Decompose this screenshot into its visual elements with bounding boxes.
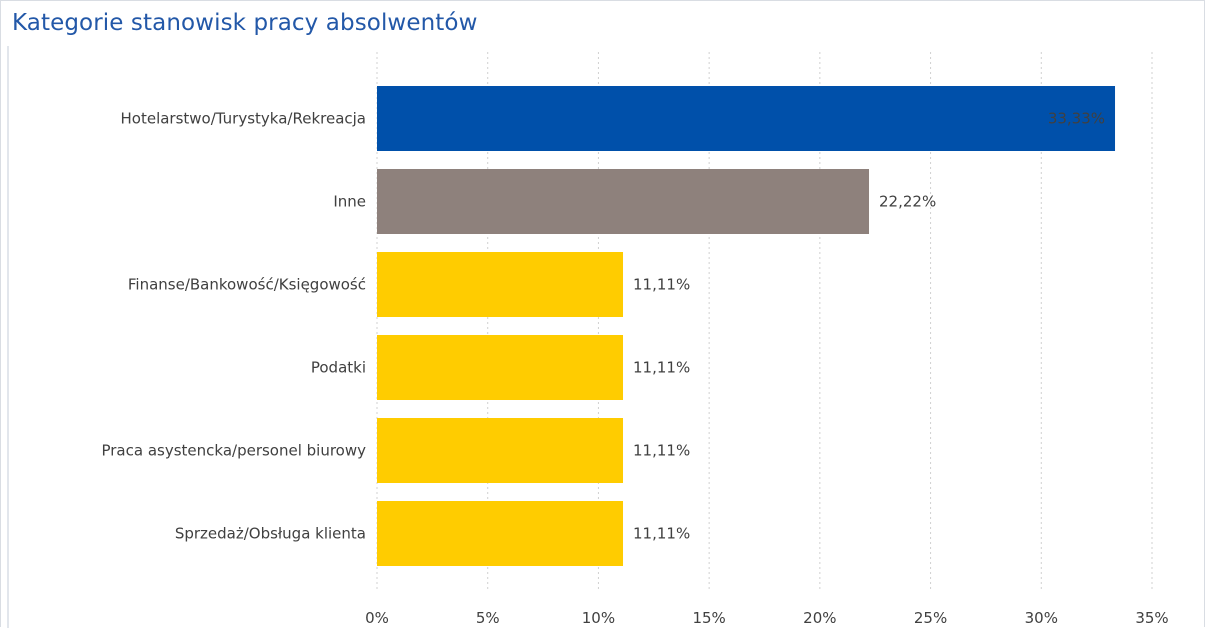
x-tick-label: 10% bbox=[582, 609, 615, 627]
x-tick-label: 20% bbox=[803, 609, 836, 627]
chart-title: Kategorie stanowisk pracy absolwentów bbox=[12, 10, 478, 36]
bar bbox=[377, 501, 624, 566]
bars bbox=[377, 86, 1116, 566]
x-tick-labels: 0% 5% 10% 15% 20% 25% 30% 35% bbox=[365, 609, 1169, 627]
category-label: Inne bbox=[333, 193, 366, 211]
x-tick-label: 25% bbox=[914, 609, 947, 627]
value-label: 11,11% bbox=[633, 276, 690, 294]
bar bbox=[377, 252, 624, 317]
x-tick-label: 35% bbox=[1135, 609, 1168, 627]
category-label: Finanse/Bankowość/Księgowość bbox=[128, 276, 366, 294]
category-label: Praca asystencka/personel biurowy bbox=[101, 442, 366, 460]
bar bbox=[377, 335, 624, 400]
value-label: 33,33% bbox=[1048, 110, 1105, 128]
x-tick-label: 5% bbox=[476, 609, 500, 627]
value-label: 22,22% bbox=[879, 193, 936, 211]
bar bbox=[377, 418, 624, 483]
value-label: 11,11% bbox=[633, 359, 690, 377]
x-tick-label: 15% bbox=[692, 609, 725, 627]
category-label: Hotelarstwo/Turystyka/Rekreacja bbox=[121, 110, 367, 128]
bar bbox=[377, 86, 1116, 151]
x-tick-label: 0% bbox=[365, 609, 389, 627]
value-labels: 33,33% 22,22% 11,11% 11,11% 11,11% 11,11% bbox=[633, 110, 1105, 543]
value-label: 11,11% bbox=[633, 525, 690, 543]
x-tick-label: 30% bbox=[1025, 609, 1058, 627]
category-labels: Hotelarstwo/Turystyka/Rekreacja Inne Finan… bbox=[101, 110, 366, 543]
category-label: Sprzedaż/Obsługa klienta bbox=[175, 525, 366, 543]
bar bbox=[377, 169, 870, 234]
category-label: Podatki bbox=[311, 359, 366, 377]
value-label: 11,11% bbox=[633, 442, 690, 460]
